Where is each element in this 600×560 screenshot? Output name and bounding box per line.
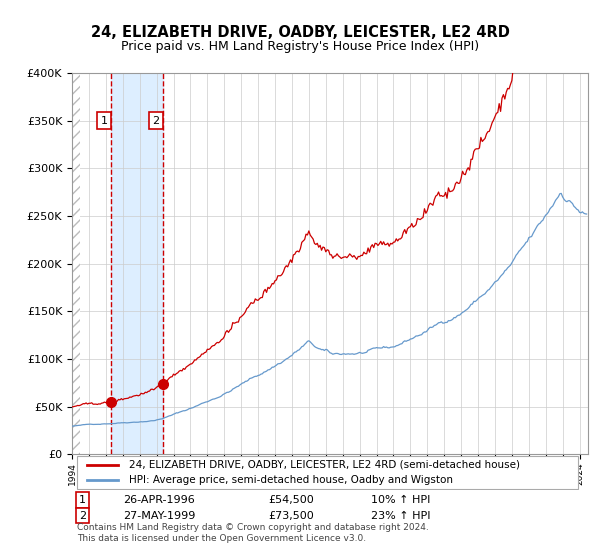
Text: 24, ELIZABETH DRIVE, OADBY, LEICESTER, LE2 4RD: 24, ELIZABETH DRIVE, OADBY, LEICESTER, L… (91, 25, 509, 40)
FancyBboxPatch shape (77, 456, 578, 489)
Text: £54,500: £54,500 (268, 495, 314, 505)
Text: 1: 1 (79, 495, 86, 505)
Text: 10% ↑ HPI: 10% ↑ HPI (371, 495, 431, 505)
Text: 2: 2 (79, 511, 86, 521)
Text: HPI: Average price, semi-detached house, Oadby and Wigston: HPI: Average price, semi-detached house,… (129, 475, 453, 486)
Text: Price paid vs. HM Land Registry's House Price Index (HPI): Price paid vs. HM Land Registry's House … (121, 40, 479, 53)
Text: Contains HM Land Registry data © Crown copyright and database right 2024.
This d: Contains HM Land Registry data © Crown c… (77, 523, 429, 543)
Text: 2: 2 (152, 115, 160, 125)
Text: 24, ELIZABETH DRIVE, OADBY, LEICESTER, LE2 4RD (semi-detached house): 24, ELIZABETH DRIVE, OADBY, LEICESTER, L… (129, 460, 520, 469)
Text: 26-APR-1996: 26-APR-1996 (124, 495, 196, 505)
Bar (111, 73, 163, 455)
Bar (72, 73, 80, 455)
Text: £73,500: £73,500 (268, 511, 314, 521)
Text: 27-MAY-1999: 27-MAY-1999 (124, 511, 196, 521)
Text: 1: 1 (101, 115, 107, 125)
Text: 23% ↑ HPI: 23% ↑ HPI (371, 511, 431, 521)
